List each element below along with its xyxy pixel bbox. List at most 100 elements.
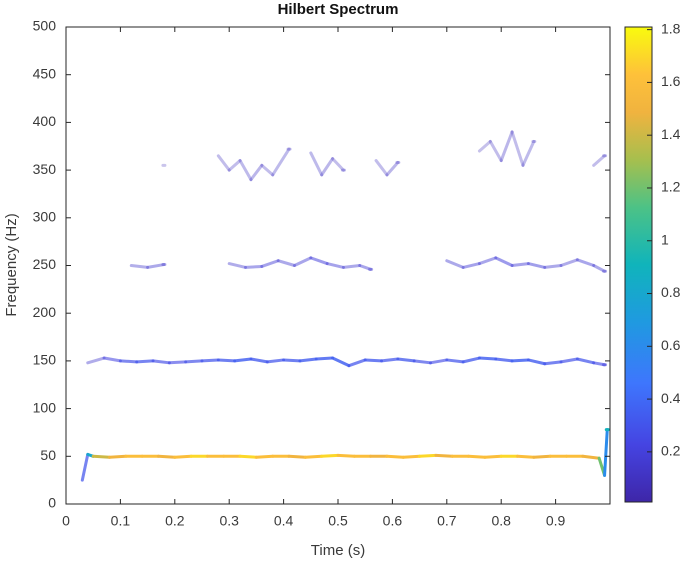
spectrum-segment bbox=[146, 263, 166, 269]
spectrum-segment bbox=[260, 163, 275, 177]
spectrum-segment bbox=[80, 452, 90, 482]
spectrum-segment bbox=[467, 454, 487, 459]
y-tick-label: 0 bbox=[48, 495, 56, 511]
spectrum-segment bbox=[216, 358, 237, 363]
colorbar-tick-label: 1.6 bbox=[661, 73, 681, 89]
spectrum-segment bbox=[510, 262, 530, 267]
spectrum-segment bbox=[238, 454, 258, 459]
spectrum-segment bbox=[227, 262, 248, 269]
y-tick-label: 450 bbox=[33, 65, 57, 81]
spectrum-segment bbox=[559, 357, 579, 364]
spectrum-segment bbox=[298, 357, 318, 363]
spectrum-segment bbox=[91, 454, 112, 459]
x-tick-label: 0.6 bbox=[383, 513, 403, 529]
spectrum-segment bbox=[510, 358, 530, 363]
spectrum-segment bbox=[276, 259, 296, 267]
colorbar-tick-label: 1.4 bbox=[661, 126, 681, 142]
x-axis-label: Time (s) bbox=[311, 542, 365, 559]
spectrum-segment bbox=[418, 453, 438, 458]
x-tick-label: 0.2 bbox=[165, 513, 185, 529]
spectrum-segment bbox=[129, 264, 150, 269]
spectrum-segment bbox=[309, 151, 324, 177]
spectrum-segment bbox=[200, 358, 220, 363]
spectrum-segment bbox=[271, 147, 291, 177]
spectrum-segment bbox=[358, 264, 373, 271]
spectrum-segment bbox=[385, 454, 405, 459]
spectrum-segment bbox=[494, 256, 514, 267]
spectrum-segment bbox=[254, 454, 275, 459]
spectrum-segment bbox=[86, 356, 106, 365]
plot-area bbox=[80, 130, 610, 482]
spectrum-segment bbox=[303, 454, 324, 459]
spectrum-segment bbox=[341, 264, 362, 269]
spectrum-segment bbox=[314, 356, 335, 361]
spectrum-segment bbox=[227, 159, 242, 172]
colorbar-tick-label: 0.4 bbox=[661, 390, 681, 406]
spectrum-segment bbox=[320, 453, 340, 458]
spectrum-segment bbox=[445, 259, 465, 269]
spectrum-segment bbox=[156, 454, 177, 459]
y-axis-label: Frequency (Hz) bbox=[3, 213, 20, 316]
spectrum-segment bbox=[499, 130, 514, 163]
spectrum-segment bbox=[461, 262, 481, 269]
spectrum-segment bbox=[461, 356, 481, 364]
spectrum-segment bbox=[336, 453, 356, 458]
spectrum-segment bbox=[238, 159, 253, 182]
spectrum-segment bbox=[575, 357, 596, 365]
spectrum-segment bbox=[477, 256, 498, 266]
spectrum-segment bbox=[494, 357, 514, 363]
spectrum-segment bbox=[260, 259, 280, 268]
spectrum-segment bbox=[249, 357, 269, 364]
spectrum-segment bbox=[488, 139, 503, 163]
spectrum-segment bbox=[592, 154, 607, 167]
spectrum-segment bbox=[516, 454, 536, 459]
spectrum-segment bbox=[102, 356, 122, 363]
colorbar-tick-label: 0.8 bbox=[661, 284, 681, 300]
y-tick-label: 150 bbox=[33, 352, 57, 368]
spectrum-segment bbox=[282, 358, 302, 363]
colorbar-tick-label: 1.2 bbox=[661, 179, 681, 195]
spectrum-segment bbox=[521, 139, 536, 167]
spectrum-segment bbox=[526, 358, 547, 366]
spectrum-segment bbox=[331, 356, 351, 368]
spectrum-segment bbox=[244, 264, 264, 269]
spectrum-segment bbox=[412, 359, 432, 365]
y-tick-label: 500 bbox=[33, 18, 57, 34]
spectrum-segment bbox=[249, 163, 264, 182]
y-tick-label: 250 bbox=[33, 256, 57, 272]
spectrum-segment bbox=[347, 358, 367, 368]
spectrum-segment bbox=[575, 258, 596, 267]
spectrum-segment bbox=[483, 454, 503, 459]
spectrum-segment bbox=[292, 256, 313, 267]
spectrum-segment bbox=[363, 358, 384, 363]
spectrum-segment bbox=[135, 359, 155, 364]
x-tick-label: 0.7 bbox=[437, 513, 457, 529]
y-tick-label: 200 bbox=[33, 304, 57, 320]
spectrum-segment bbox=[477, 139, 492, 153]
spectrum-segment bbox=[445, 358, 465, 364]
spectrum-segment bbox=[167, 360, 188, 365]
x-tick-label: 0.9 bbox=[546, 513, 566, 529]
spectrum-segment bbox=[401, 454, 422, 459]
spectrum-segment bbox=[173, 454, 193, 459]
colorbar-tick-label: 1.8 bbox=[661, 20, 681, 36]
colorbar bbox=[624, 26, 653, 503]
x-tick-label: 0.3 bbox=[219, 513, 239, 529]
spectrum-segment bbox=[428, 358, 449, 365]
spectrum-segment bbox=[309, 256, 329, 266]
spectrum-segment bbox=[510, 130, 525, 167]
spectrum-segment bbox=[380, 357, 400, 363]
spectrum-segment bbox=[118, 359, 139, 364]
spectrum-segment bbox=[216, 154, 231, 172]
spectrum-segment bbox=[233, 357, 253, 363]
spectrum-segment bbox=[108, 454, 128, 459]
spectrum-segment bbox=[543, 264, 563, 269]
spectrum-segment bbox=[287, 454, 307, 459]
spectrum-segment bbox=[151, 359, 171, 365]
spectrum-segment bbox=[385, 160, 400, 177]
x-tick-label: 0 bbox=[62, 513, 70, 529]
y-tick-label: 50 bbox=[40, 447, 56, 463]
spectrum-segment bbox=[543, 360, 563, 366]
